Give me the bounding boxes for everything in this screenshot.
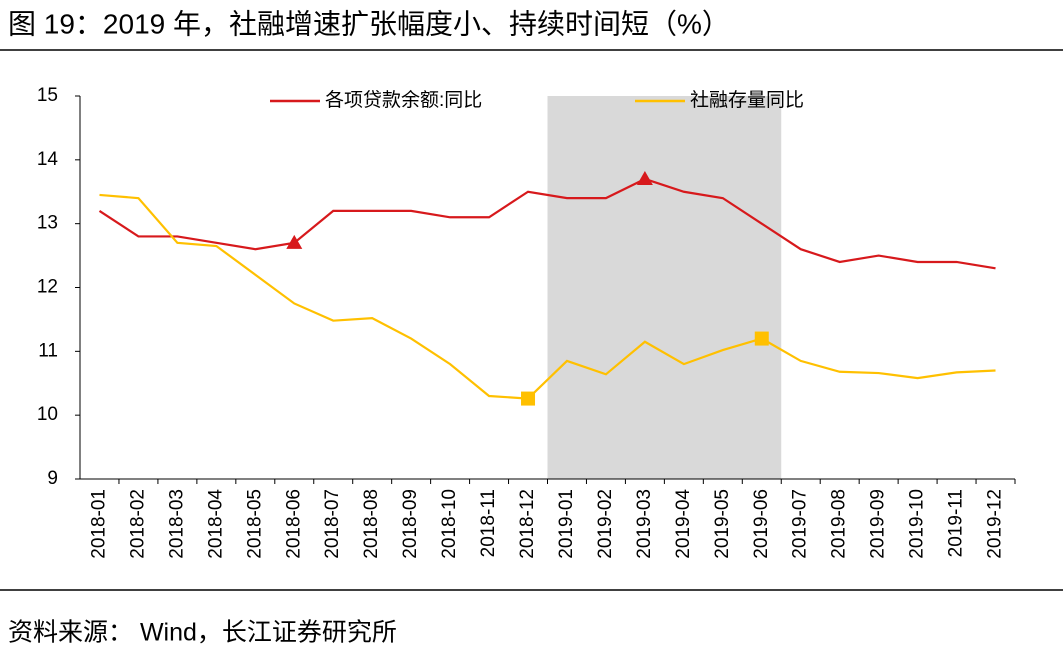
y-tick-label: 11 [38, 340, 58, 361]
shaded-period [547, 96, 782, 479]
chart-title: 图 19：2019 年，社融增速扩张幅度小、持续时间短（%） [8, 8, 730, 39]
x-tick-label: 2019-08 [829, 489, 850, 559]
y-tick-label: 13 [37, 213, 58, 234]
line-series [98, 177, 996, 270]
x-tick-label: 2019-10 [907, 489, 928, 559]
x-tick-label: 2019-11 [946, 489, 967, 557]
x-tick-label: 2019-07 [790, 489, 811, 559]
x-tick-label: 2018-11 [478, 489, 499, 557]
x-tick-label: 2018-05 [244, 489, 265, 559]
x-tick-label: 2018-12 [517, 489, 538, 559]
x-tick-label: 2018-09 [400, 489, 421, 559]
x-tick-label: 2019-12 [985, 489, 1006, 559]
y-tick-label: 12 [37, 277, 58, 298]
y-tick-label: 14 [37, 149, 59, 170]
y-tick-label: 9 [47, 468, 58, 489]
x-tick-label: 2019-02 [595, 489, 616, 559]
x-tick-label: 2018-02 [127, 489, 148, 559]
x-tick-label: 2019-01 [556, 489, 577, 559]
x-tick-label: 2019-03 [634, 489, 655, 559]
x-tick-label: 2018-07 [322, 489, 343, 559]
x-tick-label: 2019-04 [673, 489, 694, 559]
marker [521, 391, 536, 406]
marker [754, 331, 769, 346]
line-series [99, 193, 996, 400]
x-tick-label: 2018-06 [283, 489, 304, 559]
source: 资料来源： Wind，长江证券研究所 [8, 619, 397, 647]
legend-label: 社融存量同比 [690, 89, 804, 111]
marker [286, 234, 303, 249]
y-tick-label: 10 [37, 404, 58, 425]
x-tick-label: 2018-03 [166, 489, 187, 559]
x-tick-label: 2019-05 [712, 489, 733, 559]
x-tick-label: 2019-09 [868, 489, 889, 559]
y-tick-label: 15 [37, 85, 58, 106]
legend-label: 各项贷款余额:同比 [325, 89, 482, 111]
x-tick-label: 2018-08 [361, 489, 382, 559]
x-tick-label: 2019-06 [751, 489, 772, 559]
x-tick-label: 2018-04 [205, 489, 226, 559]
x-tick-label: 2018-01 [88, 489, 109, 559]
marker [636, 170, 653, 185]
x-tick-label: 2018-10 [439, 489, 460, 559]
